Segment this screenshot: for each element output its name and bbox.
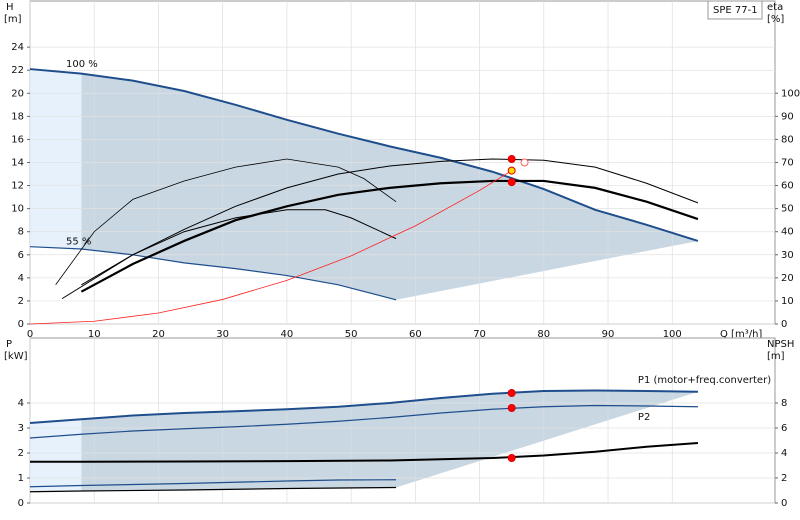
operating-point (507, 178, 516, 187)
y-tick-label: 4 (18, 273, 24, 284)
y-tick-label: 20 (11, 88, 24, 99)
x-tick-label: 60 (409, 329, 422, 340)
curve (29, 68, 699, 242)
y2-tick-label: 10 (781, 296, 794, 307)
y2-tick-label: 60 (781, 181, 794, 192)
x-tick-label: 100 (663, 329, 682, 340)
y-axis-label: P (6, 339, 12, 350)
x-tick-label: 30 (216, 329, 229, 340)
light-region (30, 419, 82, 492)
curve (30, 442, 699, 463)
y2-tick-label: 0 (781, 498, 787, 509)
x-tick-label: 20 (152, 329, 165, 340)
curve-label: 100 % (66, 59, 98, 70)
curve (29, 389, 698, 424)
badge: SPE 77-1 (713, 5, 758, 16)
light-region (30, 69, 82, 250)
x-tick-label: 40 (281, 329, 294, 340)
curve (29, 486, 397, 493)
y2-tick-label: 2 (781, 473, 787, 484)
y-axis-unit: [kW] (4, 351, 28, 362)
y-tick-label: 14 (11, 158, 24, 169)
curve (81, 158, 699, 286)
x-tick-label: 0 (27, 329, 33, 340)
y-tick-label: 0 (18, 498, 24, 509)
y-tick-label: 16 (11, 134, 24, 145)
y2-tick-label: 50 (781, 204, 794, 215)
y-tick-label: 12 (11, 181, 24, 192)
curve (80, 179, 699, 293)
y-tick-label: 4 (18, 398, 24, 409)
y-tick-label: 18 (11, 111, 24, 122)
y2-tick-label: 4 (781, 448, 787, 459)
y-tick-label: 0 (18, 319, 24, 330)
curve (29, 246, 397, 301)
x-tick-label: 50 (345, 329, 358, 340)
y2-tick-label: 100 (781, 88, 800, 99)
x-tick-label: 80 (537, 329, 550, 340)
operating-point (507, 155, 516, 164)
operating-point (520, 158, 529, 167)
y2-tick-label: 6 (781, 423, 787, 434)
curve-label: 55 % (66, 237, 91, 248)
y-tick-label: 6 (18, 250, 24, 261)
y2-axis-label: NPSH (767, 339, 794, 350)
curve (55, 158, 397, 286)
badge-box (707, 0, 763, 20)
y2-tick-label: 70 (781, 158, 794, 169)
y2-tick-label: 40 (781, 227, 794, 238)
operating-point (507, 404, 516, 412)
y2-tick-label: 90 (781, 111, 794, 122)
y-axis-label: H (6, 2, 14, 13)
y-tick-label: 22 (11, 65, 24, 76)
y-tick-label: 2 (18, 448, 24, 459)
x-tick-label: 10 (88, 329, 101, 340)
operating-point (507, 454, 516, 462)
operating-point (507, 389, 516, 397)
y2-tick-label: 8 (781, 398, 787, 409)
y2-tick-label: 0 (781, 319, 787, 330)
curve (29, 404, 698, 439)
y-tick-label: 3 (18, 423, 24, 434)
x-axis-label: Q [m³/h] (720, 329, 762, 340)
x-tick-label: 70 (473, 329, 486, 340)
y2-tick-label: 80 (781, 134, 794, 145)
y2-axis-unit: [m] (767, 351, 785, 362)
curve (29, 170, 512, 325)
curve (61, 209, 397, 300)
y2-tick-label: 20 (781, 273, 794, 284)
curve (29, 479, 397, 488)
curve-label: P2 (638, 412, 650, 423)
curve-label: P1 (motor+freq.converter) (638, 375, 771, 386)
y-tick-label: 1 (18, 473, 24, 484)
y2-axis-label: eta (767, 2, 783, 13)
y2-axis-unit: [%] (767, 14, 784, 25)
y-axis-unit: [m] (4, 14, 22, 25)
operating-point (507, 166, 516, 175)
y-tick-label: 2 (18, 296, 24, 307)
y-tick-label: 24 (11, 42, 24, 53)
y-tick-label: 10 (11, 204, 24, 215)
x-tick-label: 90 (602, 329, 615, 340)
y-tick-label: 8 (18, 227, 24, 238)
y2-tick-label: 30 (781, 250, 794, 261)
